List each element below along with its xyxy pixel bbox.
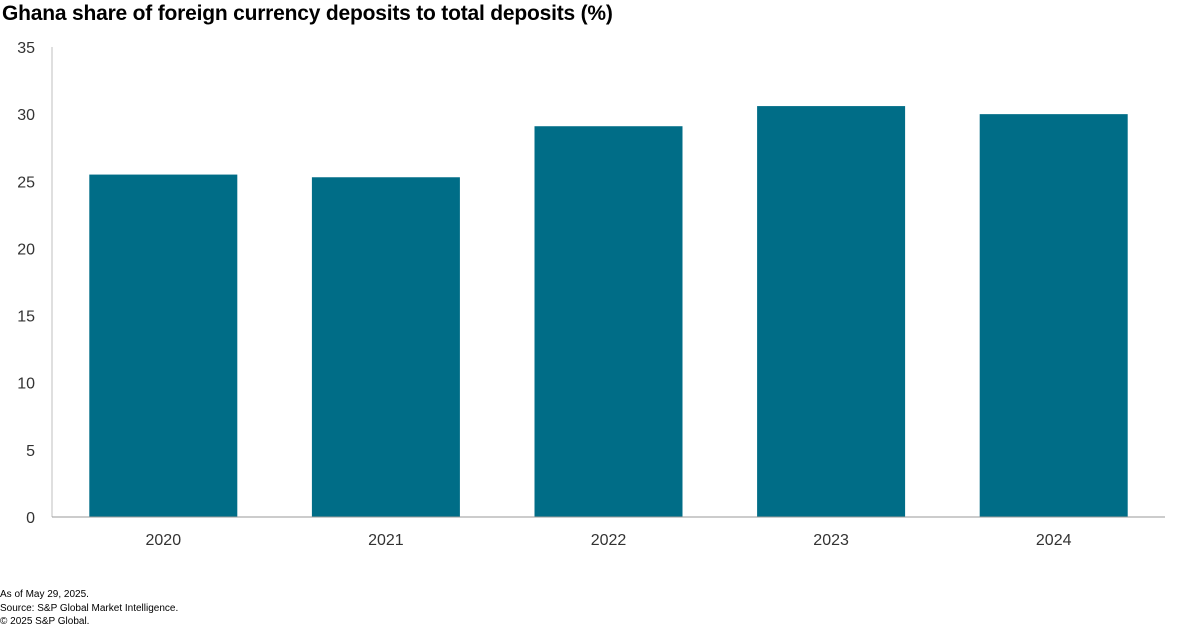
x-axis-ticks: 2020 2021 2022 2023 2024 (146, 532, 1072, 549)
bar-2022 (534, 126, 683, 517)
bar-2023 (757, 106, 906, 517)
source-note: Source: S&P Global Market Intelligence. (0, 602, 179, 614)
as-of-note: As of May 29, 2025. (0, 589, 89, 600)
y-tick-label: 35 (17, 40, 35, 57)
y-tick-label: 0 (26, 510, 35, 527)
copyright-note: © 2025 S&P Global. (0, 616, 90, 627)
x-tick-label: 2021 (368, 532, 404, 549)
bars (89, 106, 1128, 518)
x-tick-label: 2020 (146, 532, 182, 549)
y-tick-label: 25 (17, 174, 35, 191)
chart-footer: As of May 29, 2025. Source: S&P Global M… (0, 588, 178, 629)
y-tick-label: 30 (17, 107, 35, 124)
y-tick-label: 20 (17, 241, 35, 258)
y-tick-label: 10 (17, 376, 35, 393)
bar-2024 (979, 114, 1128, 518)
y-tick-label: 5 (26, 443, 35, 460)
y-axis-ticks: 0 5 10 15 20 25 30 35 (17, 40, 35, 527)
chart-title: Ghana share of foreign currency deposits… (2, 2, 613, 25)
x-tick-label: 2024 (1036, 532, 1072, 549)
bar-2021 (311, 177, 460, 517)
y-tick-label: 15 (17, 309, 35, 326)
bar-2020 (89, 174, 238, 518)
bar-chart: 0 5 10 15 20 25 30 35 2020 2021 2022 2023 2024 (17, 40, 1165, 549)
x-tick-label: 2022 (591, 532, 627, 549)
x-tick-label: 2023 (813, 532, 849, 549)
